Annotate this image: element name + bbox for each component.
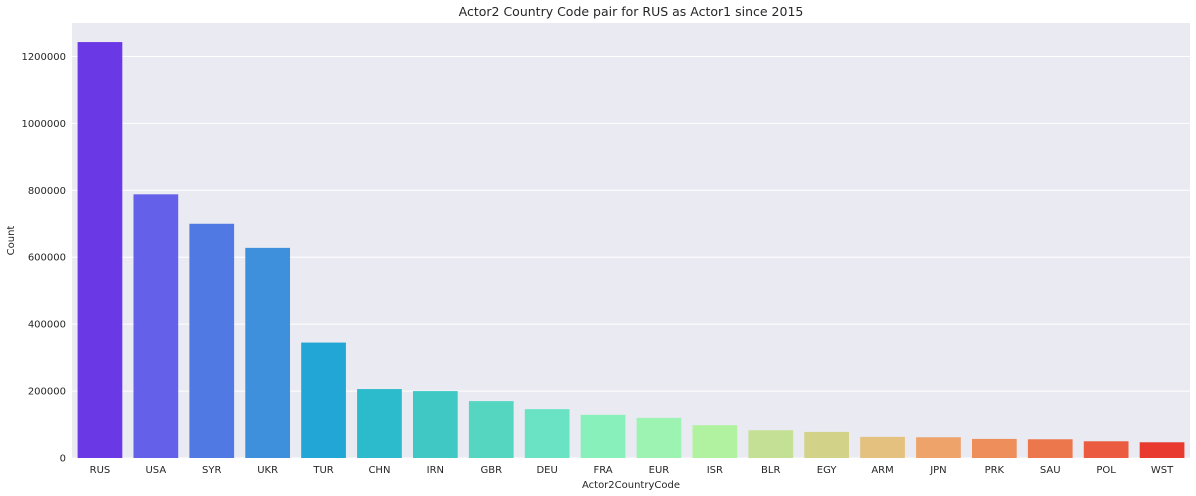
- x-tick-label: PRK: [985, 465, 1005, 476]
- x-tick-label: SAU: [1040, 465, 1061, 476]
- bar-eur: [636, 417, 682, 458]
- y-tick-label: 400000: [28, 320, 66, 331]
- x-tick-label: EGY: [817, 465, 838, 476]
- x-tick-label: GBR: [480, 465, 502, 476]
- x-tick-label: DEU: [536, 465, 557, 476]
- x-tick-label: TUR: [312, 465, 333, 476]
- bar-syr: [189, 223, 235, 458]
- bar-blr: [748, 430, 794, 458]
- bar-gbr: [468, 401, 514, 458]
- x-tick-label: USA: [145, 465, 166, 476]
- x-tick-label: SYR: [202, 465, 221, 476]
- bars: [77, 42, 1185, 459]
- bar-chn: [357, 389, 402, 458]
- y-tick-labels: 0 200000 400000 600000 800000 1000000 1200000: [21, 52, 66, 465]
- bar-tur: [301, 342, 346, 458]
- x-tick-label: BLR: [761, 465, 780, 476]
- bar-sau: [1027, 439, 1073, 458]
- bar-egy: [804, 431, 850, 458]
- bar-isr: [692, 425, 738, 458]
- x-tick-label: ISR: [707, 465, 723, 476]
- bar-irn: [412, 391, 458, 458]
- bar-deu: [524, 409, 570, 458]
- x-tick-labels: RUS USA SYR UKR TUR CHN IRN GBR DEU FRA EUR ISR BLR E…: [90, 465, 1174, 476]
- bar-prk: [971, 438, 1017, 458]
- bar-fra: [580, 414, 626, 458]
- y-tick-label: 1200000: [21, 52, 66, 63]
- chart-title: Actor2 Country Code pair for RUS as Acto…: [458, 4, 804, 19]
- bar-arm: [860, 436, 905, 458]
- x-axis-label: Actor2CountryCode: [582, 480, 680, 491]
- x-tick-label: UKR: [257, 465, 278, 476]
- x-tick-label: ARM: [871, 465, 893, 476]
- x-tick-label: POL: [1096, 465, 1116, 476]
- x-tick-label: CHN: [368, 465, 390, 476]
- bar-pol: [1083, 441, 1129, 458]
- x-tick-label: JPN: [929, 465, 946, 476]
- y-tick-label: 800000: [28, 186, 66, 197]
- x-tick-label: IRN: [427, 465, 444, 476]
- x-tick-label: EUR: [649, 465, 670, 476]
- y-tick-label: 0: [60, 454, 66, 465]
- x-tick-label: FRA: [593, 465, 612, 476]
- bar-wst: [1139, 442, 1185, 458]
- plot-background: [72, 23, 1190, 458]
- y-tick-label: 600000: [28, 253, 66, 264]
- bar-ukr: [245, 247, 291, 458]
- x-tick-label: RUS: [90, 465, 111, 476]
- y-axis-label: Count: [6, 226, 17, 256]
- y-tick-label: 1000000: [21, 119, 66, 130]
- x-tick-label: WST: [1151, 465, 1174, 476]
- y-tick-label: 200000: [28, 387, 66, 398]
- bar-jpn: [916, 437, 961, 458]
- bar-rus: [77, 42, 123, 458]
- bar-usa: [133, 194, 179, 459]
